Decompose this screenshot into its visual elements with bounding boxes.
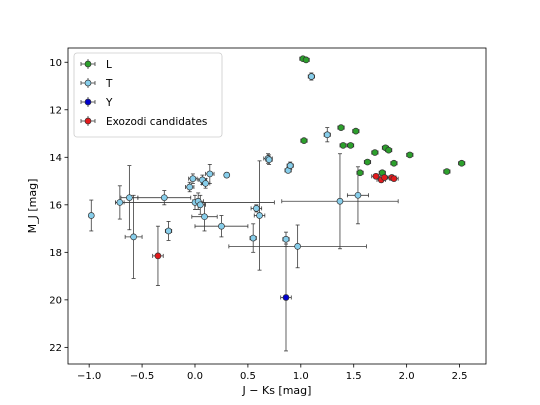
legend-marker [84,60,92,68]
legend-item-t: T [80,78,113,90]
legend-marker [84,79,92,87]
point-l [390,159,398,167]
point-t [354,191,362,199]
point-l [406,151,414,159]
legend-item-y: Y [80,97,113,109]
y-axis-label: M_J [mag] [26,179,39,234]
y-tick-label: 20 [49,295,62,306]
y-tick-label: 22 [49,343,62,354]
point-l [385,146,392,154]
x-tick-label: 0.0 [187,371,203,382]
point-t [87,212,95,219]
point-t [201,213,208,221]
x-tick-label: 2.5 [452,371,468,382]
x-tick-label: 1.0 [293,371,309,382]
point-t [189,175,197,183]
y-axis-ticks: 10 12 14 16 18 20 22 [49,58,68,354]
legend-box [73,52,223,138]
legend-label: T [105,78,113,90]
x-tick-label: 0.5 [240,371,256,382]
point-t [282,235,290,243]
point-t [218,222,225,230]
point-t [116,199,124,206]
legend-label: L [106,59,112,71]
x-tick-label: 2.0 [399,371,415,382]
legend: LTY Exozodi candidates [73,52,223,138]
point-t [186,183,194,191]
legend-label: Exozodi candidates [106,116,207,128]
point-exozodi-candidates [390,175,398,183]
legend-marker [84,117,92,125]
point-t [308,73,315,80]
point-l [371,149,379,156]
x-tick-label: −0.5 [130,371,154,382]
point-t [253,205,260,212]
y-tick-label: 18 [49,248,62,259]
point-t [294,243,301,250]
point-y [282,294,290,301]
y-tick-label: 16 [49,200,62,211]
y-tick-label: 10 [49,58,62,69]
point-t [206,170,214,178]
point-l [347,142,354,149]
point-t [196,201,204,209]
point-l [337,124,345,131]
point-l [364,158,371,166]
point-t [202,180,209,187]
point-l [302,56,310,64]
point-l [443,168,451,175]
point-l [356,169,364,177]
point-t [336,197,344,205]
point-t [286,162,294,169]
x-axis-ticks: −1.0 −0.5 0.0 0.5 1.0 1.5 2.0 2.5 [77,364,467,382]
point-l [352,127,360,135]
point-t [323,131,331,139]
x-tick-label: −1.0 [77,371,101,382]
point-l [339,142,347,149]
legend-item-exozodi-candidates: Exozodi candidates [80,116,207,128]
x-tick-label: 1.5 [346,371,362,382]
legend-marker [84,98,92,106]
plot-frame [67,47,487,365]
point-t [165,227,172,235]
point-t [265,156,273,164]
point-l [458,159,466,167]
point-t [160,194,168,202]
point-t [130,233,137,241]
point-l [300,137,308,145]
point-exozodi-candidates [372,172,380,180]
point-exozodi-candidates [154,252,162,260]
x-axis-label: J − Ks [mag] [242,384,312,397]
marker-layer [87,55,466,301]
y-tick-label: 12 [49,105,62,116]
point-exozodi-candidates [381,174,388,181]
legend-label: Y [105,97,113,109]
point-t [256,212,263,219]
y-tick-label: 14 [49,153,62,164]
point-t [249,234,257,242]
point-t [223,171,231,179]
point-t [126,194,133,202]
legend-item-l: L [80,59,112,71]
